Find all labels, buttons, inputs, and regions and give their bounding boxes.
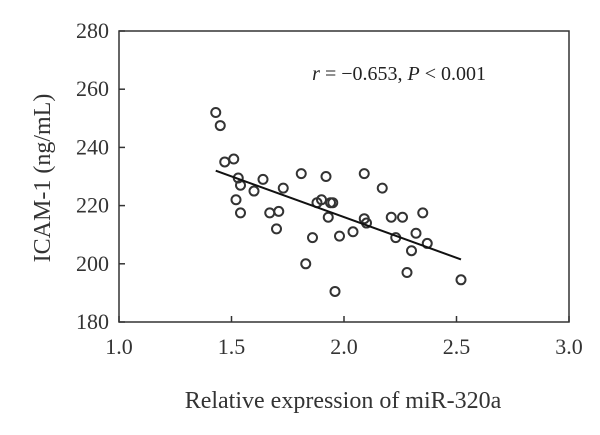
y-tick-label: 280 xyxy=(76,18,109,43)
data-point xyxy=(406,245,417,257)
x-tick-label: 2.0 xyxy=(330,334,358,359)
y-axis-ticks: 180 200 220 240 260 280 xyxy=(76,18,125,334)
correlation-annotation: r = −0.653, P < 0.001 xyxy=(312,63,486,85)
data-point xyxy=(334,230,345,242)
data-point xyxy=(455,274,467,286)
x-tick-label: 3.0 xyxy=(555,334,583,359)
data-point xyxy=(295,168,307,180)
data-point xyxy=(235,207,246,219)
data-point xyxy=(320,171,332,182)
data-point xyxy=(235,179,246,191)
data-point xyxy=(228,153,240,165)
data-point xyxy=(410,227,422,239)
x-tick-label: 1.0 xyxy=(105,334,133,359)
data-point xyxy=(300,258,312,270)
x-tick-label: 2.5 xyxy=(443,334,471,359)
data-point xyxy=(322,211,334,223)
x-tick-label: 1.5 xyxy=(218,334,246,359)
y-tick-label: 180 xyxy=(76,309,109,334)
data-point xyxy=(401,267,413,279)
y-tick-label: 200 xyxy=(76,251,109,276)
y-axis-title: ICAM-1 (ng/mL) xyxy=(30,94,56,263)
data-point xyxy=(230,194,242,206)
data-point xyxy=(219,156,231,168)
data-point xyxy=(271,223,282,235)
data-point xyxy=(397,211,408,223)
data-points xyxy=(210,106,467,297)
x-axis-title: Relative expression of miR-320a xyxy=(185,388,502,414)
x-axis-ticks: 1.0 1.5 2.0 2.5 3.0 xyxy=(105,316,583,359)
annotation-r-value: = −0.653, xyxy=(320,63,408,85)
y-tick-label: 260 xyxy=(76,76,109,101)
data-point xyxy=(307,232,318,244)
data-point xyxy=(257,173,269,185)
data-point xyxy=(248,185,260,197)
annotation-r-symbol: r xyxy=(312,63,320,85)
data-point xyxy=(376,182,388,194)
trend-line xyxy=(215,169,462,261)
data-point xyxy=(273,205,285,217)
data-point xyxy=(329,285,341,297)
data-point xyxy=(214,120,226,132)
annotation-p-value: < 0.001 xyxy=(420,63,486,85)
data-point xyxy=(347,226,359,238)
data-point xyxy=(264,207,276,219)
data-point xyxy=(277,182,289,194)
regression-line xyxy=(215,169,462,261)
y-tick-label: 240 xyxy=(76,134,109,159)
annotation-p-symbol: P xyxy=(407,63,420,85)
data-point xyxy=(210,106,222,118)
data-point xyxy=(417,207,429,219)
data-point xyxy=(358,168,370,180)
y-tick-label: 220 xyxy=(76,193,109,218)
data-point xyxy=(385,211,397,223)
data-point xyxy=(327,197,339,209)
